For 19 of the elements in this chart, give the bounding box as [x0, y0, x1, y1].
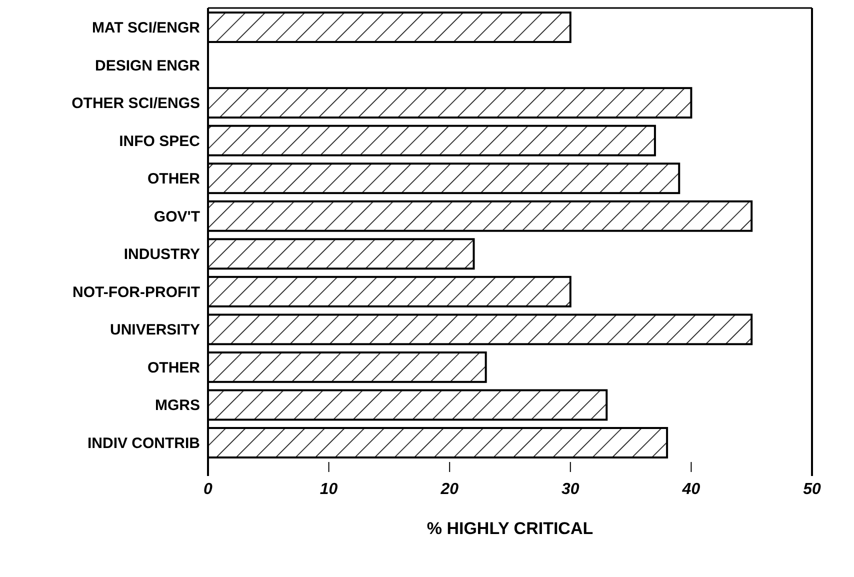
y-tick-label: INDIV CONTRIB [88, 434, 200, 452]
y-tick-label: MAT SCI/ENGR [92, 20, 200, 37]
y-tick-label: GOV'T [154, 208, 200, 226]
y-tick-label: INFO SPEC [119, 132, 200, 150]
y-tick-label: OTHER [148, 170, 200, 188]
y-tick-label: OTHER [148, 359, 200, 376]
y-tick-label: MGRS [155, 397, 200, 414]
x-tick-label: 40 [681, 481, 700, 498]
x-tick-label: 0 [204, 481, 213, 498]
y-tick-label: DESIGN ENGR [94, 57, 200, 74]
y-tick-label: INDUSTRY [124, 246, 200, 264]
y-tick-label: NOT-FOR-PROFIT [72, 284, 200, 301]
x-tick-label: 30 [562, 481, 580, 498]
x-tick-label: 20 [440, 481, 459, 498]
x-tick-label: 10 [320, 481, 338, 498]
x-axis-title: % HIGHLY CRITICAL [426, 519, 594, 538]
x-tick-label: 50 [803, 481, 821, 498]
y-tick-label: OTHER SCI/ENGS [72, 95, 200, 112]
y-tick-label: UNIVERSITY [110, 322, 200, 339]
